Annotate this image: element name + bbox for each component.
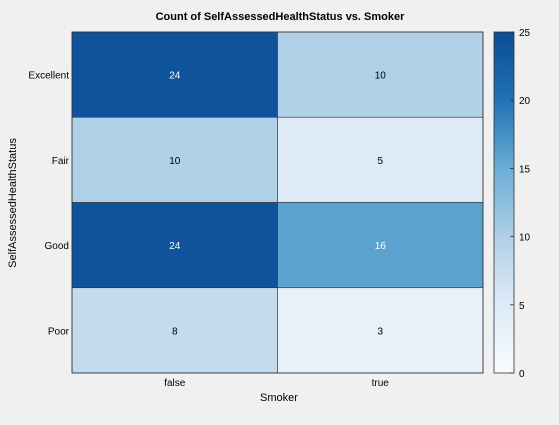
cell-value-label: 24 (169, 71, 181, 82)
cell-value-label: 10 (169, 156, 181, 167)
y-axis-label: SelfAssessedHealthStatus (7, 138, 19, 268)
plot-border (71, 31, 484, 374)
y-tick-label: Good (45, 241, 69, 252)
colorbar-tick-label: 25 (519, 28, 531, 39)
colorbar-gradient (493, 31, 515, 374)
heatmap-cell (71, 116, 278, 203)
cell-value-label: 8 (172, 326, 178, 337)
y-tick-label: Poor (48, 326, 70, 337)
cell-value-label: 16 (375, 241, 387, 252)
heatmap-cell (71, 287, 278, 374)
heatmap-cell (71, 202, 278, 289)
heatmap-cell (277, 287, 484, 374)
cell-value-label: 24 (169, 241, 181, 252)
heatmap-cell (71, 31, 278, 118)
heatmap-cell (277, 31, 484, 118)
y-tick-label: Fair (52, 156, 70, 167)
x-tick-label: true (372, 378, 390, 389)
x-axis-label: Smoker (260, 392, 298, 404)
heatmap-cell (277, 116, 484, 203)
colorbar-tick-label: 5 (519, 301, 525, 312)
heatmap-cells (71, 31, 484, 374)
cell-value-label: 10 (375, 71, 387, 82)
colorbar-tick-label: 10 (519, 233, 531, 244)
axis-tick-labels: Excellent Fair Good Poor false true (28, 71, 389, 389)
colorbar: 0 5 10 15 20 25 (493, 28, 531, 380)
chart-title: Count of SelfAssessedHealthStatus vs. Sm… (156, 11, 406, 23)
colorbar-tick-label: 0 (519, 369, 525, 380)
y-tick-label: Excellent (28, 71, 69, 82)
heatmap-value-labels: 24 10 10 5 24 16 8 3 (169, 71, 386, 338)
cell-value-label: 3 (377, 326, 383, 337)
heatmap-cell (277, 202, 484, 289)
x-tick-label: false (164, 378, 186, 389)
colorbar-tick-label: 20 (519, 96, 531, 107)
cell-value-label: 5 (377, 156, 383, 167)
colorbar-tick-label: 15 (519, 164, 531, 175)
